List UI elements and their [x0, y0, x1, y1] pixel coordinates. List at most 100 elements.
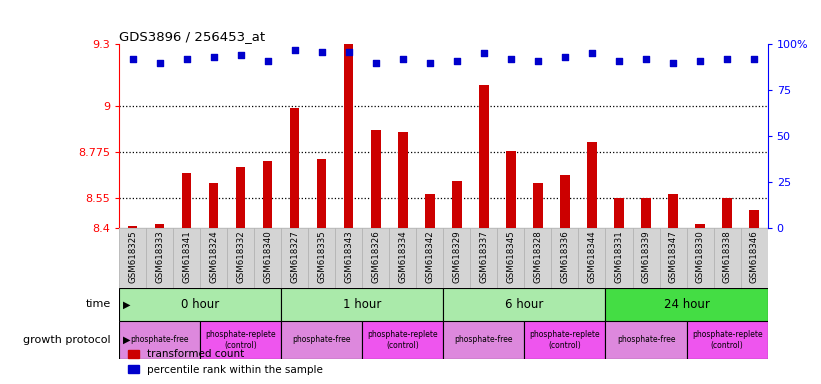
Text: phosphate-replete
(control): phosphate-replete (control) [205, 330, 276, 349]
FancyBboxPatch shape [255, 228, 281, 288]
Text: GSM618343: GSM618343 [344, 230, 353, 283]
Text: GSM618332: GSM618332 [236, 230, 245, 283]
Text: phosphate-replete
(control): phosphate-replete (control) [692, 330, 763, 349]
Bar [722, 198, 732, 228]
Text: phosphate-free: phosphate-free [455, 335, 513, 344]
Text: GSM618330: GSM618330 [695, 230, 704, 283]
Point [531, 58, 544, 64]
Legend: transformed count, percentile rank within the sample: transformed count, percentile rank withi… [124, 345, 328, 379]
Bar [182, 173, 191, 228]
Text: growth protocol: growth protocol [23, 335, 111, 345]
FancyBboxPatch shape [200, 321, 281, 359]
Point [153, 60, 166, 66]
Text: ▶: ▶ [123, 335, 131, 345]
Bar [614, 198, 624, 228]
FancyBboxPatch shape [525, 321, 606, 359]
Text: GSM618327: GSM618327 [290, 230, 299, 283]
Text: GSM618325: GSM618325 [128, 230, 137, 283]
FancyBboxPatch shape [443, 288, 606, 321]
Text: GSM618347: GSM618347 [668, 230, 677, 283]
Text: GSM618340: GSM618340 [264, 230, 273, 283]
Bar [371, 130, 380, 228]
FancyBboxPatch shape [389, 228, 416, 288]
Bar [533, 184, 543, 228]
Point [424, 60, 437, 66]
Point [450, 58, 463, 64]
Bar [587, 142, 597, 228]
Point [721, 56, 734, 62]
Bar [668, 194, 678, 228]
Text: phosphate-free: phosphate-free [292, 335, 351, 344]
Text: phosphate-replete
(control): phosphate-replete (control) [530, 330, 600, 349]
FancyBboxPatch shape [686, 321, 768, 359]
Text: ▶: ▶ [123, 299, 131, 310]
Text: phosphate-replete
(control): phosphate-replete (control) [368, 330, 438, 349]
FancyBboxPatch shape [335, 228, 362, 288]
Point [558, 54, 571, 60]
Point [261, 58, 274, 64]
FancyBboxPatch shape [606, 321, 686, 359]
Text: GSM618339: GSM618339 [641, 230, 650, 283]
Point [694, 58, 707, 64]
Point [612, 58, 626, 64]
Point [504, 56, 517, 62]
Bar [317, 159, 327, 228]
FancyBboxPatch shape [119, 288, 281, 321]
Text: 6 hour: 6 hour [505, 298, 544, 311]
Bar [750, 210, 759, 228]
Bar [290, 108, 300, 228]
FancyBboxPatch shape [362, 228, 389, 288]
Bar [479, 85, 488, 228]
Point [397, 56, 410, 62]
Text: GSM618344: GSM618344 [588, 230, 597, 283]
FancyBboxPatch shape [606, 288, 768, 321]
Text: GSM618341: GSM618341 [182, 230, 191, 283]
FancyBboxPatch shape [200, 228, 227, 288]
FancyBboxPatch shape [606, 228, 632, 288]
Bar [452, 181, 461, 228]
FancyBboxPatch shape [741, 228, 768, 288]
FancyBboxPatch shape [552, 228, 579, 288]
Text: time: time [85, 299, 111, 310]
Bar [398, 132, 407, 228]
FancyBboxPatch shape [281, 288, 443, 321]
Text: GSM618328: GSM618328 [534, 230, 543, 283]
FancyBboxPatch shape [119, 228, 146, 288]
FancyBboxPatch shape [227, 228, 255, 288]
Text: 0 hour: 0 hour [181, 298, 219, 311]
FancyBboxPatch shape [686, 228, 713, 288]
Text: GDS3896 / 256453_at: GDS3896 / 256453_at [119, 30, 265, 43]
Bar [263, 161, 273, 228]
FancyBboxPatch shape [713, 228, 741, 288]
Text: GSM618338: GSM618338 [722, 230, 732, 283]
Bar [128, 227, 137, 228]
Text: phosphate-free: phosphate-free [131, 335, 189, 344]
Text: GSM618335: GSM618335 [317, 230, 326, 283]
Text: phosphate-free: phosphate-free [617, 335, 676, 344]
Bar [641, 198, 651, 228]
FancyBboxPatch shape [525, 228, 552, 288]
Text: GSM618336: GSM618336 [561, 230, 570, 283]
Point [640, 56, 653, 62]
Point [207, 54, 220, 60]
FancyBboxPatch shape [443, 228, 470, 288]
Point [477, 50, 490, 56]
Text: 24 hour: 24 hour [663, 298, 709, 311]
FancyBboxPatch shape [281, 228, 308, 288]
FancyBboxPatch shape [416, 228, 443, 288]
Bar [344, 44, 354, 228]
Text: GSM618324: GSM618324 [209, 230, 218, 283]
Point [667, 60, 680, 66]
FancyBboxPatch shape [659, 228, 686, 288]
Point [288, 46, 301, 53]
Bar [209, 184, 218, 228]
Bar [695, 224, 704, 228]
Point [342, 48, 355, 55]
Bar [507, 151, 516, 228]
Text: 1 hour: 1 hour [343, 298, 382, 311]
Point [585, 50, 599, 56]
FancyBboxPatch shape [470, 228, 498, 288]
FancyBboxPatch shape [632, 228, 659, 288]
Point [180, 56, 193, 62]
Point [369, 60, 383, 66]
